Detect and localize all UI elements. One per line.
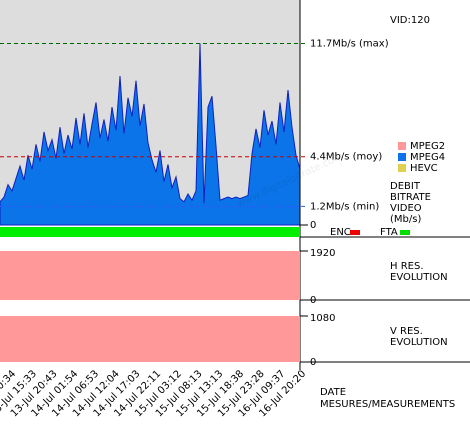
- panel-label: EVOLUTION: [390, 272, 448, 283]
- indicator-label: ENC: [330, 227, 351, 238]
- legend-swatch: [398, 142, 406, 150]
- y-axis-label: (Mb/s): [390, 214, 421, 225]
- reference-label: 1.2Mb/s (min): [310, 201, 379, 212]
- reference-label: 4.4Mb/s (moy): [310, 152, 382, 163]
- id-label: VID:120: [390, 15, 430, 26]
- y-tick-label: 1920: [310, 248, 335, 259]
- x-axis-label: DATE: [320, 387, 346, 398]
- panel-label: H RES.: [390, 261, 424, 272]
- legend-swatch: [398, 164, 406, 172]
- status-bar: [0, 227, 300, 237]
- indicator-label: FTA: [380, 227, 398, 238]
- legend-swatch: [398, 153, 406, 161]
- indicator-box: [350, 230, 360, 235]
- reference-label: 11.7Mb/s (max): [310, 38, 389, 49]
- resolution-bar: [0, 251, 300, 300]
- indicator-box: [400, 230, 410, 235]
- x-axis-label: MESURES/MEASUREMENTS: [320, 399, 455, 410]
- y-axis-label: VIDEO: [390, 203, 422, 214]
- resolution-bar: [0, 316, 300, 362]
- y-tick-label: 0: [310, 220, 316, 231]
- y-tick-label: 1080: [310, 313, 335, 324]
- legend-label: HEVC: [410, 163, 438, 174]
- panel-label: EVOLUTION: [390, 337, 448, 348]
- panel-label: V RES.: [390, 326, 423, 337]
- bitrate-area: [0, 43, 301, 226]
- y-axis-label: BITRATE: [390, 192, 431, 203]
- legend-label: MPEG2: [410, 141, 445, 152]
- y-axis-label: DEBIT: [390, 181, 421, 192]
- legend-label: MPEG4: [410, 152, 445, 163]
